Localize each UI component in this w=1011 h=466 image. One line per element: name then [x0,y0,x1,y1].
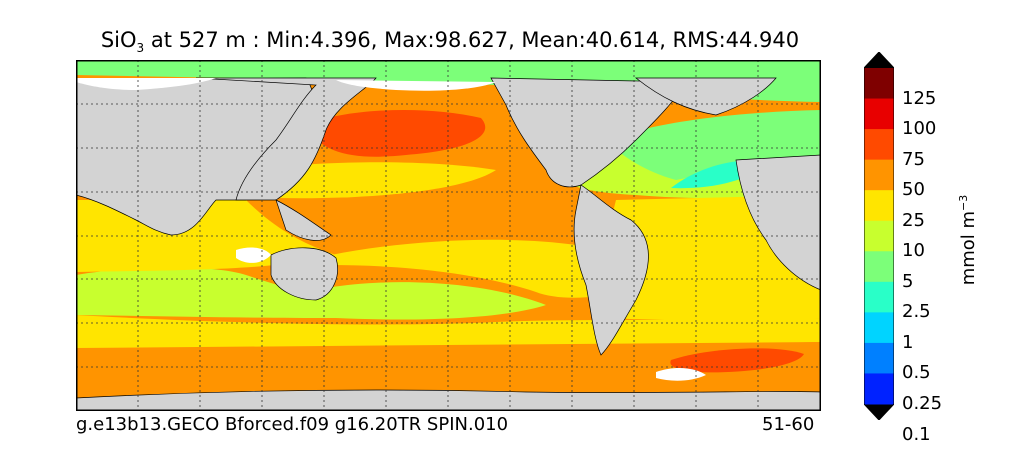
colorbar-tick-label: 0.1 [902,423,931,445]
colorbar-segment [864,251,894,283]
contour-band-75-100-north-pacific [306,109,486,157]
colorbar-tick-label: 1 [902,331,914,353]
title-variable-subscript: 3 [136,41,145,56]
colorbar-extend-min [864,404,894,420]
colorbar-tick-label: 50 [902,179,925,201]
gridlines [76,60,821,411]
colorbar-segment [864,190,894,222]
colorbar-tick-label: 25 [902,209,925,231]
units-exponent: −3 [957,194,970,211]
colorbar-segment [864,373,894,405]
years-label: 51-60 [762,414,815,435]
contour-band-25-50-south-pacific [331,239,626,298]
colorbar-tick-label: 5 [902,270,914,292]
colorbar-tick-label: 0.25 [902,393,943,414]
colorbar-units-label: mmol m−3 [957,195,979,286]
title-statistics: at 527 m : Min:4.396, Max:98.627, Mean:4… [150,28,800,52]
colorbar-tick-label: 125 [902,87,937,109]
colorbar-segment [864,342,894,374]
title-variable: SiO [100,28,137,52]
colorbar-extend-max [864,52,894,68]
colorbar-tick-label: 2.5 [902,301,931,323]
map-frame [76,60,821,411]
colorbar-tick-label: 75 [902,148,925,170]
colorbar-segment [864,220,894,252]
colorbar-tick-label: 100 [902,118,937,140]
colorbar-segment [864,159,894,191]
colorbar [864,52,894,420]
colorbar-segment [864,281,894,313]
ocean-map [76,60,821,411]
colorbar-segment [864,129,894,161]
colorbar-tick-label: 0.5 [902,362,931,384]
missing-data [76,78,706,381]
contour-band-75-100-southern-ocean [670,348,804,373]
colorbar-segment [864,68,894,100]
units-base: mmol m [958,210,979,286]
colorbar-segment [864,98,894,130]
colorbar-segment [864,312,894,344]
case-name-label: g.e13b13.GECO Bforced.f09 g16.20TR SPIN.… [76,414,509,435]
contour-band-25-50-north-pacific [266,162,496,199]
plot-title: SiO3 at 527 m : Min:4.396, Max:98.627, M… [0,28,900,55]
colorbar-tick-label: 10 [902,240,925,262]
